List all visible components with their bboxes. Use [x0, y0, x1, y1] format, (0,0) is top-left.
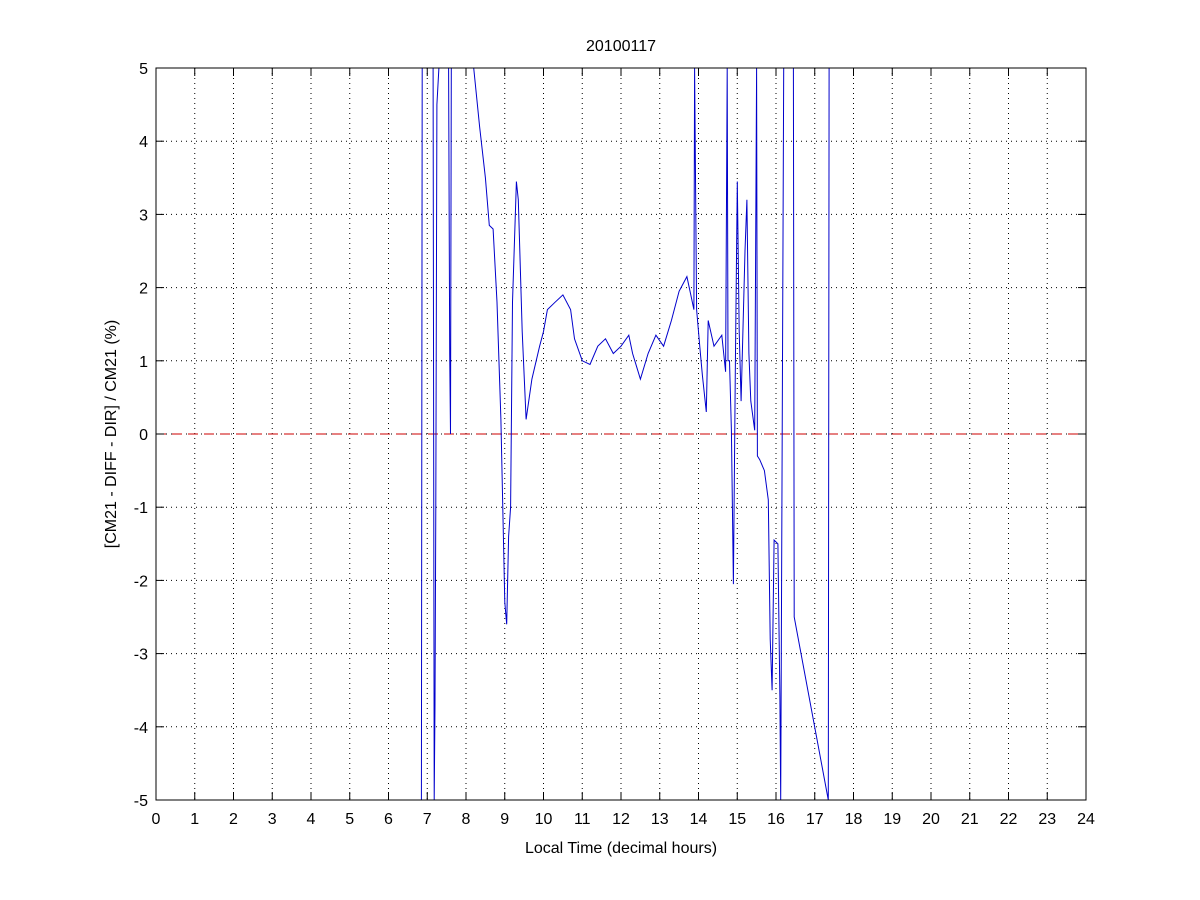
x-tick-label: 17	[806, 811, 824, 828]
chart-title: 20100117	[586, 38, 656, 55]
x-tick-label: 22	[1000, 811, 1018, 828]
x-tick-label: 14	[690, 811, 708, 828]
series-group	[420, 67, 830, 801]
y-tick-label: -4	[134, 720, 148, 737]
y-tick-label: -1	[134, 500, 148, 517]
x-tick-label: 5	[345, 811, 354, 828]
x-tick-label: 4	[307, 811, 316, 828]
x-tick-label: 2	[229, 811, 238, 828]
x-tick-label: 21	[961, 811, 979, 828]
y-tick-label: 4	[139, 134, 148, 151]
y-tick-label: -3	[134, 647, 148, 664]
y-axis-label: [CM21 - DIFF - DIR] / CM21 (%)	[103, 320, 120, 548]
y-tick-label: 3	[139, 207, 148, 224]
y-tick-label: 2	[139, 281, 148, 298]
x-tick-label: 12	[612, 811, 630, 828]
x-tick-label: 19	[883, 811, 901, 828]
x-tick-label: 11	[574, 811, 591, 828]
x-tick-label: 3	[268, 811, 277, 828]
y-tick-label: 1	[139, 354, 148, 371]
x-tick-label: 20	[922, 811, 940, 828]
x-tick-label: 1	[190, 811, 199, 828]
x-tick-label: 15	[728, 811, 746, 828]
x-tick-label: 8	[462, 811, 471, 828]
x-tick-label: 16	[767, 811, 785, 828]
x-tick-label: 24	[1077, 811, 1095, 828]
series-line	[420, 67, 830, 801]
x-tick-label: 10	[535, 811, 553, 828]
x-tick-label: 18	[845, 811, 863, 828]
x-tick-label: 9	[500, 811, 509, 828]
y-tick-label: 0	[139, 427, 148, 444]
y-tick-label: 5	[139, 61, 148, 78]
y-tick-label: -2	[134, 573, 148, 590]
x-axis-label: Local Time (decimal hours)	[525, 840, 717, 857]
x-tick-label: 7	[423, 811, 432, 828]
x-tick-label: 23	[1038, 811, 1056, 828]
y-tick-label: -5	[134, 793, 148, 810]
x-tick-label: 0	[152, 811, 161, 828]
x-tick-label: 6	[384, 811, 393, 828]
ticks: 0 1 2 3 4 5 6 7 8 9 10 11 12 13 14 15 16 17 18 19 20 21 22 23 24…	[134, 61, 1095, 828]
x-tick-label: 13	[651, 811, 669, 828]
